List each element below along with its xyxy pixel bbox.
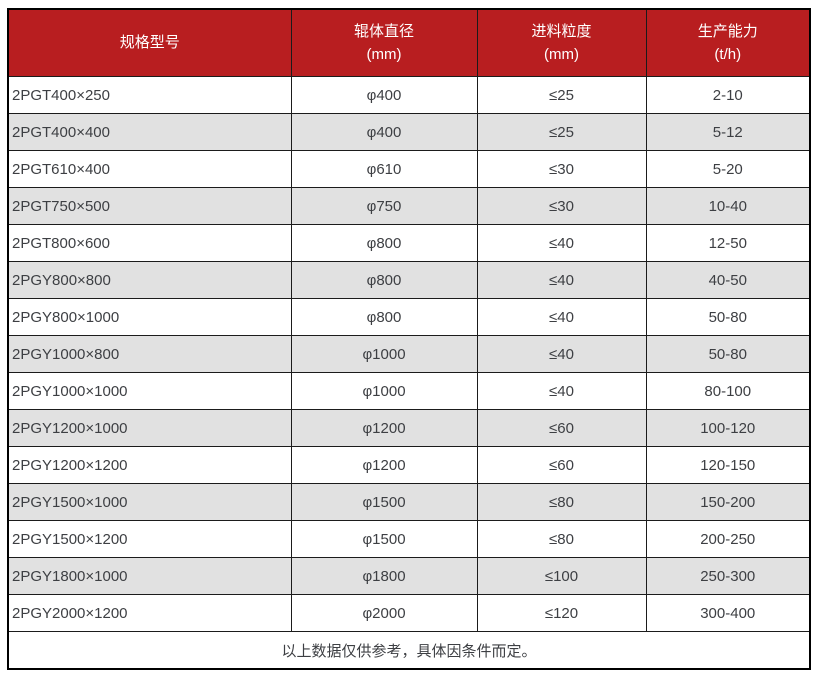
model-cell: 2PGY1200×1000 [7, 409, 292, 447]
feed-size-cell: ≤30 [476, 150, 647, 188]
roller-diameter-cell: φ610 [290, 150, 478, 188]
table-row: 2PGY1200×1000 φ1200 ≤60 100-120 [7, 409, 811, 447]
table-row: 2PGY2000×1200 φ2000 ≤120 300-400 [7, 594, 811, 632]
roller-diameter-cell: φ1500 [290, 520, 478, 558]
table-row: 2PGY1000×1000 φ1000 ≤40 80-100 [7, 372, 811, 410]
col-header-feed-size-label: 进料粒度 [531, 23, 592, 40]
col-header-roller-diameter-label: 辊体直径 [353, 23, 414, 40]
feed-size-cell: ≤40 [476, 372, 647, 410]
table-row: 2PGT400×400 φ400 ≤25 5-12 [7, 113, 811, 151]
roller-diameter-cell: φ2000 [290, 594, 478, 632]
feed-size-cell: ≤120 [476, 594, 647, 632]
table-row: 2PGY800×1000 φ800 ≤40 50-80 [7, 298, 811, 336]
spec-table: 规格型号 辊体直径 (mm) 进料粒度 (mm) 生产能力 (t/h) 2PGT… [7, 8, 811, 670]
roller-diameter-cell: φ1000 [290, 335, 478, 373]
model-cell: 2PGY1500×1200 [7, 520, 292, 558]
col-header-model: 规格型号 [7, 8, 292, 77]
feed-size-cell: ≤25 [476, 76, 647, 114]
table-footer: 以上数据仅供参考，具体因条件而定。 [7, 631, 811, 670]
capacity-cell: 5-12 [645, 113, 811, 151]
model-cell: 2PGY1800×1000 [7, 557, 292, 595]
roller-diameter-cell: φ1800 [290, 557, 478, 595]
roller-diameter-cell: φ1500 [290, 483, 478, 521]
model-cell: 2PGT400×400 [7, 113, 292, 151]
roller-diameter-cell: φ800 [290, 224, 478, 262]
roller-diameter-cell: φ800 [290, 261, 478, 299]
roller-diameter-cell: φ1000 [290, 372, 478, 410]
feed-size-cell: ≤80 [476, 483, 647, 521]
roller-diameter-cell: φ1200 [290, 446, 478, 484]
col-header-feed-size-unit: (mm) [544, 46, 579, 63]
col-header-model-label: 规格型号 [119, 34, 180, 51]
model-cell: 2PGY800×800 [7, 261, 292, 299]
capacity-cell: 50-80 [645, 335, 811, 373]
footer-note: 以上数据仅供参考，具体因条件而定。 [7, 631, 811, 670]
roller-diameter-cell: φ400 [290, 113, 478, 151]
feed-size-cell: ≤40 [476, 224, 647, 262]
feed-size-cell: ≤25 [476, 113, 647, 151]
feed-size-cell: ≤40 [476, 335, 647, 373]
roller-diameter-cell: φ400 [290, 76, 478, 114]
table-row: 2PGT750×500 φ750 ≤30 10-40 [7, 187, 811, 225]
roller-diameter-cell: φ1200 [290, 409, 478, 447]
roller-diameter-cell: φ800 [290, 298, 478, 336]
table-row: 2PGT800×600 φ800 ≤40 12-50 [7, 224, 811, 262]
col-header-capacity-unit: (t/h) [714, 46, 742, 63]
capacity-cell: 12-50 [645, 224, 811, 262]
col-header-capacity-label: 生产能力 [697, 23, 758, 40]
feed-size-cell: ≤40 [476, 261, 647, 299]
table-row: 2PGY1800×1000 φ1800 ≤100 250-300 [7, 557, 811, 595]
model-cell: 2PGT400×250 [7, 76, 292, 114]
capacity-cell: 2-10 [645, 76, 811, 114]
capacity-cell: 100-120 [645, 409, 811, 447]
feed-size-cell: ≤100 [476, 557, 647, 595]
capacity-cell: 200-250 [645, 520, 811, 558]
capacity-cell: 80-100 [645, 372, 811, 410]
table-header: 规格型号 辊体直径 (mm) 进料粒度 (mm) 生产能力 (t/h) [7, 8, 811, 77]
table-row: 2PGY1000×800 φ1000 ≤40 50-80 [7, 335, 811, 373]
model-cell: 2PGY1000×1000 [7, 372, 292, 410]
table-body: 2PGT400×250 φ400 ≤25 2-10 2PGT400×400 φ400 ≤25… [7, 76, 811, 632]
capacity-cell: 300-400 [645, 594, 811, 632]
model-cell: 2PGT800×600 [7, 224, 292, 262]
capacity-cell: 10-40 [645, 187, 811, 225]
col-header-roller-diameter: 辊体直径 (mm) [290, 8, 478, 77]
feed-size-cell: ≤40 [476, 298, 647, 336]
header-row: 规格型号 辊体直径 (mm) 进料粒度 (mm) 生产能力 (t/h) [7, 8, 811, 77]
table-row: 2PGY1500×1000 φ1500 ≤80 150-200 [7, 483, 811, 521]
model-cell: 2PGY1500×1000 [7, 483, 292, 521]
model-cell: 2PGY2000×1200 [7, 594, 292, 632]
model-cell: 2PGY800×1000 [7, 298, 292, 336]
table-row: 2PGY800×800 φ800 ≤40 40-50 [7, 261, 811, 299]
model-cell: 2PGY1000×800 [7, 335, 292, 373]
col-header-roller-diameter-unit: (mm) [366, 46, 402, 63]
feed-size-cell: ≤80 [476, 520, 647, 558]
model-cell: 2PGY1200×1200 [7, 446, 292, 484]
footer-row: 以上数据仅供参考，具体因条件而定。 [7, 631, 811, 670]
capacity-cell: 150-200 [645, 483, 811, 521]
roller-diameter-cell: φ750 [290, 187, 478, 225]
feed-size-cell: ≤60 [476, 446, 647, 484]
capacity-cell: 50-80 [645, 298, 811, 336]
model-cell: 2PGT610×400 [7, 150, 292, 188]
capacity-cell: 250-300 [645, 557, 811, 595]
capacity-cell: 120-150 [645, 446, 811, 484]
col-header-capacity: 生产能力 (t/h) [645, 8, 811, 77]
feed-size-cell: ≤30 [476, 187, 647, 225]
table-row: 2PGT400×250 φ400 ≤25 2-10 [7, 76, 811, 114]
table-row: 2PGY1500×1200 φ1500 ≤80 200-250 [7, 520, 811, 558]
col-header-feed-size: 进料粒度 (mm) [476, 8, 647, 77]
capacity-cell: 40-50 [645, 261, 811, 299]
feed-size-cell: ≤60 [476, 409, 647, 447]
table-row: 2PGY1200×1200 φ1200 ≤60 120-150 [7, 446, 811, 484]
model-cell: 2PGT750×500 [7, 187, 292, 225]
capacity-cell: 5-20 [645, 150, 811, 188]
spec-table-container: 规格型号 辊体直径 (mm) 进料粒度 (mm) 生产能力 (t/h) 2PGT… [7, 8, 811, 670]
table-row: 2PGT610×400 φ610 ≤30 5-20 [7, 150, 811, 188]
